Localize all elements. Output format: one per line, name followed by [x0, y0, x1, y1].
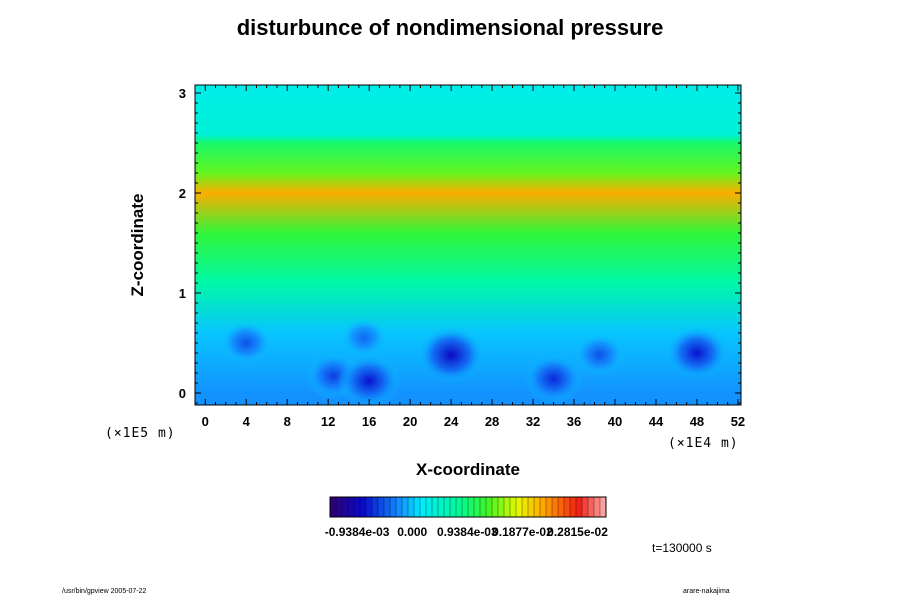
chart-title: disturbunce of nondimensional pressure: [236, 15, 664, 40]
low-pressure-cell: [665, 326, 729, 380]
x-tick-label: 36: [567, 414, 581, 429]
colorbar-swatch: [504, 497, 511, 517]
colorbar-swatch: [462, 497, 469, 517]
colorbar-frame: [329, 496, 607, 518]
colorbar-swatch: [390, 497, 397, 517]
x-tick-label: 40: [608, 414, 622, 429]
colorbar-swatch: [342, 497, 349, 517]
colorbar-swatch: [474, 497, 481, 517]
colorbar-swatch: [576, 497, 583, 517]
x-tick-label: 16: [362, 414, 376, 429]
colorbar-swatch: [486, 497, 493, 517]
x-tick-label: 28: [485, 414, 499, 429]
colorbar-swatch: [480, 497, 487, 517]
x-tick-label: 20: [403, 414, 417, 429]
colorbar-swatch: [450, 497, 457, 517]
x-axis-label: X-coordinate: [416, 460, 520, 479]
x-tick-label: 8: [284, 414, 291, 429]
colorbar-swatch: [354, 497, 361, 517]
low-pressure-cell: [417, 326, 485, 384]
time-label: t=130000 s: [652, 541, 712, 555]
x-tick-label: 32: [526, 414, 540, 429]
colorbar-swatch: [360, 497, 367, 517]
colorbar-swatch: [600, 497, 607, 517]
low-pressure-cell: [221, 321, 272, 365]
colorbar-swatch: [498, 497, 505, 517]
colorbar-swatch: [570, 497, 577, 517]
x-tick-label: 12: [321, 414, 335, 429]
colorbar-swatch: [366, 497, 373, 517]
colorbar-swatch: [546, 497, 553, 517]
x-tick-label: 52: [731, 414, 745, 429]
footer-command: /usr/bin/gpview 2005-07-22: [62, 588, 147, 595]
colorbar-swatch: [468, 497, 475, 517]
colorbar-swatch: [594, 497, 601, 517]
y-scale-label: (×1E5 m): [105, 426, 176, 441]
colorbar-swatch: [528, 497, 535, 517]
plot-frame: [194, 84, 742, 406]
colorbar-swatch: [408, 497, 415, 517]
colorbar-swatch: [402, 497, 409, 517]
colorbar-label: -0.9384e-03: [325, 525, 390, 539]
low-pressure-cell: [574, 333, 625, 377]
x-tick-label: 4: [243, 414, 251, 429]
colorbar-swatch: [420, 497, 427, 517]
colorbar-swatch: [540, 497, 547, 517]
x-scale-label: (×1E4 m): [668, 436, 739, 451]
colorbar-label: 0.1877e-02: [492, 525, 553, 539]
colorbar-swatch: [588, 497, 595, 517]
colorbar-swatch: [510, 497, 517, 517]
colorbar-swatch: [384, 497, 391, 517]
colorbar-swatch: [396, 497, 403, 517]
colorbar-swatch: [492, 497, 499, 517]
colorbar-swatch: [438, 497, 445, 517]
colorbar-label: 0.9384e-03: [437, 525, 498, 539]
colorbar-swatch: [432, 497, 439, 517]
colorbar-swatch: [516, 497, 523, 517]
y-axis-label: Z-coordinate: [128, 193, 147, 297]
colorbar-swatch: [564, 497, 571, 517]
colorbar-swatch: [582, 497, 589, 517]
colorbar-label: 0.000: [397, 525, 427, 539]
y-tick-label: 0: [179, 386, 186, 401]
colorbar-swatch: [426, 497, 433, 517]
y-tick-label: 3: [179, 86, 186, 101]
colorbar-label: 0.2815e-02: [547, 525, 608, 539]
y-tick-label: 2: [179, 186, 186, 201]
x-tick-label: 0: [202, 414, 209, 429]
colorbar-swatch: [330, 497, 337, 517]
colorbar-swatch: [456, 497, 463, 517]
colorbar-swatch: [336, 497, 343, 517]
low-pressure-cell: [524, 354, 583, 404]
colorbar-swatch: [522, 497, 529, 517]
colorbar-swatch: [534, 497, 541, 517]
colorbar-swatch: [372, 497, 379, 517]
y-tick-label: 1: [179, 286, 186, 301]
x-tick-label: 24: [444, 414, 459, 429]
x-tick-label: 44: [649, 414, 664, 429]
colorbar-swatch: [414, 497, 421, 517]
colorbar-swatch: [378, 497, 385, 517]
colorbar-swatch: [348, 497, 355, 517]
colorbar-swatch: [558, 497, 565, 517]
colorbar-swatch: [552, 497, 559, 517]
low-pressure-cell: [341, 318, 387, 358]
x-tick-label: 48: [690, 414, 704, 429]
colorbar-swatch: [444, 497, 451, 517]
low-pressure-cell: [337, 354, 401, 405]
footer-author: arare-nakajima: [683, 588, 730, 595]
